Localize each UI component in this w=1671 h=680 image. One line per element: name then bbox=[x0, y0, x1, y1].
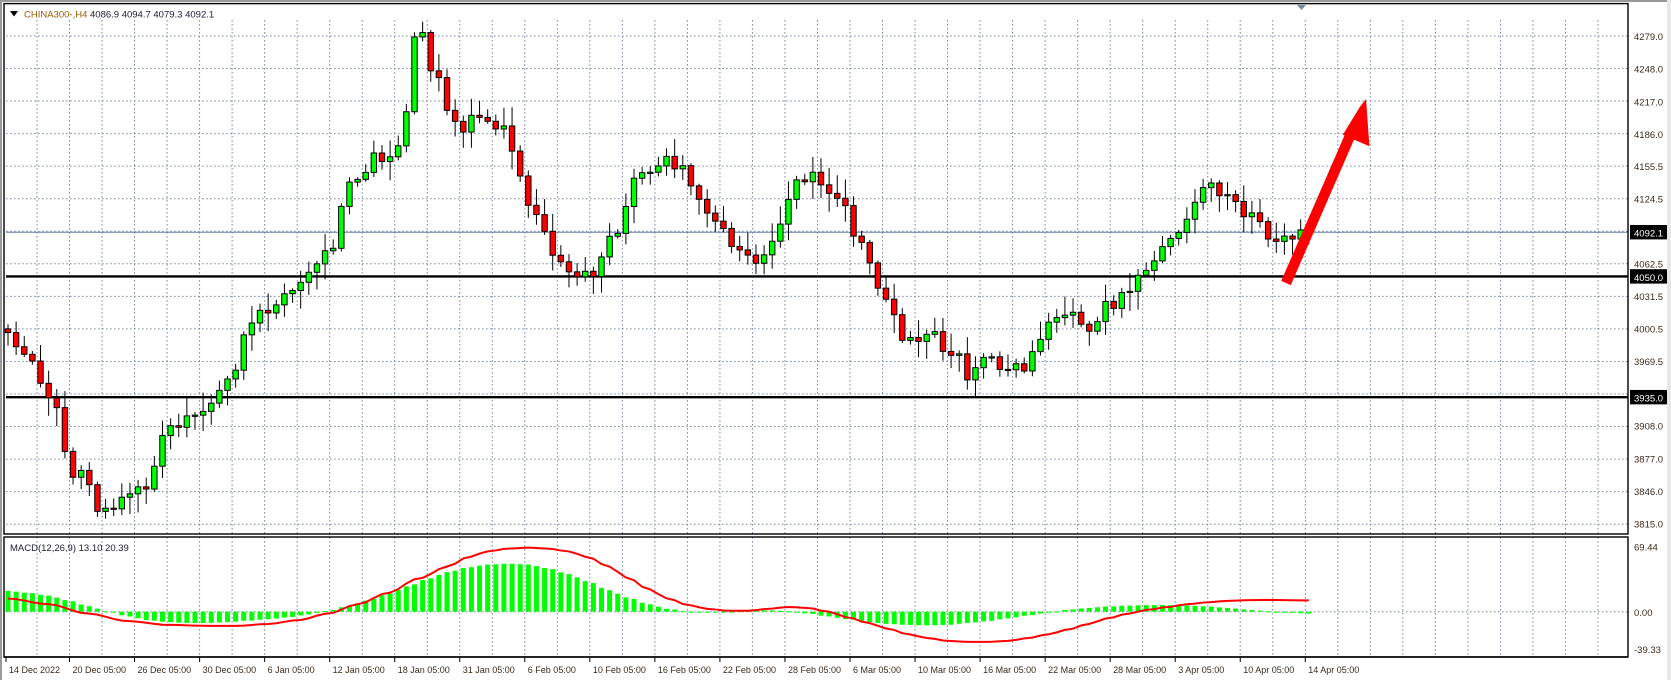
svg-text:4217.0: 4217.0 bbox=[1634, 97, 1663, 108]
svg-text:26 Dec 05:00: 26 Dec 05:00 bbox=[138, 665, 192, 675]
svg-text:20 Dec 05:00: 20 Dec 05:00 bbox=[73, 665, 127, 675]
svg-text:3908.0: 3908.0 bbox=[1634, 422, 1663, 433]
svg-text:30 Dec 05:00: 30 Dec 05:00 bbox=[203, 665, 257, 675]
svg-text:4124.5: 4124.5 bbox=[1634, 194, 1663, 205]
svg-text:22 Feb 05:00: 22 Feb 05:00 bbox=[723, 665, 776, 675]
svg-text:4279.0: 4279.0 bbox=[1634, 32, 1663, 43]
svg-text:CHINA300-,H4 4086.9 4094.7 40: CHINA300-,H4 4086.9 4094.7 4079.3 4092.1 bbox=[24, 9, 214, 20]
svg-text:4062.5: 4062.5 bbox=[1634, 259, 1663, 270]
svg-text:16 Feb 05:00: 16 Feb 05:00 bbox=[658, 665, 711, 675]
svg-text:4050.0: 4050.0 bbox=[1634, 273, 1663, 284]
svg-text:4186.0: 4186.0 bbox=[1634, 130, 1663, 141]
svg-text:4155.5: 4155.5 bbox=[1634, 162, 1663, 173]
svg-text:3 Apr 05:00: 3 Apr 05:00 bbox=[1178, 665, 1224, 675]
svg-text:18 Jan 05:00: 18 Jan 05:00 bbox=[398, 665, 450, 675]
svg-text:69.44: 69.44 bbox=[1634, 542, 1658, 553]
svg-text:31 Jan 05:00: 31 Jan 05:00 bbox=[463, 665, 515, 675]
svg-text:10 Apr 05:00: 10 Apr 05:00 bbox=[1243, 665, 1294, 675]
svg-text:10 Feb 05:00: 10 Feb 05:00 bbox=[593, 665, 646, 675]
svg-text:6 Mar 05:00: 6 Mar 05:00 bbox=[853, 665, 901, 675]
svg-text:MACD(12,26,9) 13.10 20.39: MACD(12,26,9) 13.10 20.39 bbox=[10, 543, 129, 554]
svg-text:22 Mar 05:00: 22 Mar 05:00 bbox=[1048, 665, 1101, 675]
svg-text:6 Jan 05:00: 6 Jan 05:00 bbox=[268, 665, 315, 675]
svg-text:3846.0: 3846.0 bbox=[1634, 487, 1663, 498]
svg-text:4092.1: 4092.1 bbox=[1634, 229, 1663, 240]
svg-text:0.00: 0.00 bbox=[1634, 608, 1653, 619]
svg-text:3935.0: 3935.0 bbox=[1634, 394, 1663, 405]
svg-text:14 Dec 2022: 14 Dec 2022 bbox=[9, 665, 60, 675]
svg-text:4248.0: 4248.0 bbox=[1634, 65, 1663, 76]
svg-text:10 Mar 05:00: 10 Mar 05:00 bbox=[918, 665, 971, 675]
svg-text:3815.0: 3815.0 bbox=[1634, 519, 1663, 530]
svg-text:14 Apr 05:00: 14 Apr 05:00 bbox=[1308, 665, 1359, 675]
svg-text:4000.5: 4000.5 bbox=[1634, 325, 1663, 336]
svg-text:12 Jan 05:00: 12 Jan 05:00 bbox=[333, 665, 385, 675]
svg-text:28 Feb 05:00: 28 Feb 05:00 bbox=[788, 665, 841, 675]
svg-text:16 Mar 05:00: 16 Mar 05:00 bbox=[983, 665, 1036, 675]
svg-text:3969.5: 3969.5 bbox=[1634, 357, 1663, 368]
svg-text:6 Feb 05:00: 6 Feb 05:00 bbox=[528, 665, 576, 675]
svg-text:4031.5: 4031.5 bbox=[1634, 292, 1663, 303]
svg-text:-39.33: -39.33 bbox=[1634, 645, 1661, 656]
svg-text:28 Mar 05:00: 28 Mar 05:00 bbox=[1113, 665, 1166, 675]
svg-text:3877.0: 3877.0 bbox=[1634, 454, 1663, 465]
